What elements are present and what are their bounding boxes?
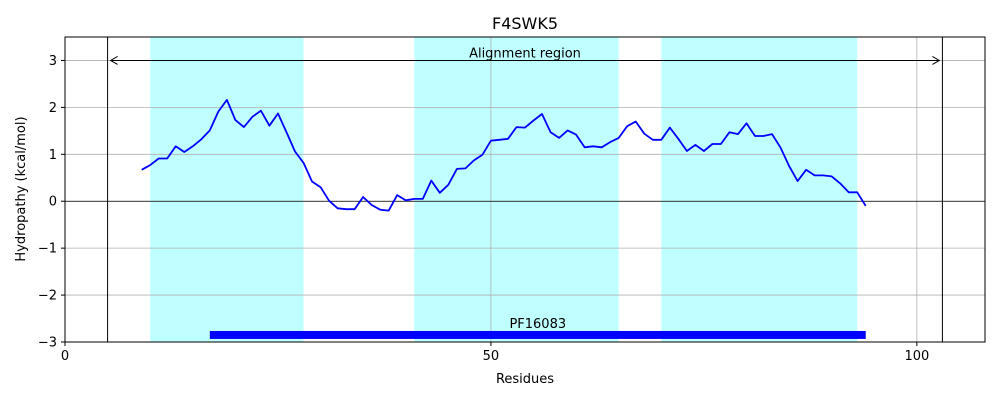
plot-border: [64, 36, 986, 343]
alignment-arrowhead-right: [932, 56, 941, 65]
x-tick-label: 50: [483, 349, 500, 364]
y-tick-label: 2: [49, 101, 57, 116]
hydropathy-line: [141, 99, 867, 212]
y-tick-label: 0: [49, 195, 57, 210]
axes-frame: [64, 36, 986, 343]
domain-bar: [209, 330, 866, 339]
tm-region-band: [661, 37, 858, 342]
y-tick-label: −3: [38, 336, 57, 351]
domain-label: PF16083: [509, 317, 566, 332]
tm-region-bands: [150, 37, 858, 342]
y-tick-label: −2: [38, 289, 57, 304]
tm-region-band: [414, 37, 619, 342]
y-tick-label: −1: [38, 242, 57, 257]
domain-bar-group: [209, 330, 866, 339]
y-tick-label: 3: [49, 54, 57, 69]
y-tick-label: 1: [49, 148, 57, 163]
y-axis-label: Hydropathy (kcal/mol): [14, 116, 29, 261]
tm-region-band: [150, 37, 304, 342]
series-group: [141, 99, 867, 212]
x-tick-label: 0: [61, 349, 69, 364]
x-tick-label: 100: [904, 349, 929, 364]
alignment-arrowhead-left: [109, 56, 118, 65]
x-axis-label: Residues: [496, 372, 554, 387]
alignment-region-group: [107, 37, 943, 342]
alignment-region-label: Alignment region: [469, 46, 581, 61]
chart-title: F4SWK5: [492, 14, 558, 33]
tick-group: 0 50 100 −3 −2 −1 0 1 2 3: [38, 54, 929, 364]
